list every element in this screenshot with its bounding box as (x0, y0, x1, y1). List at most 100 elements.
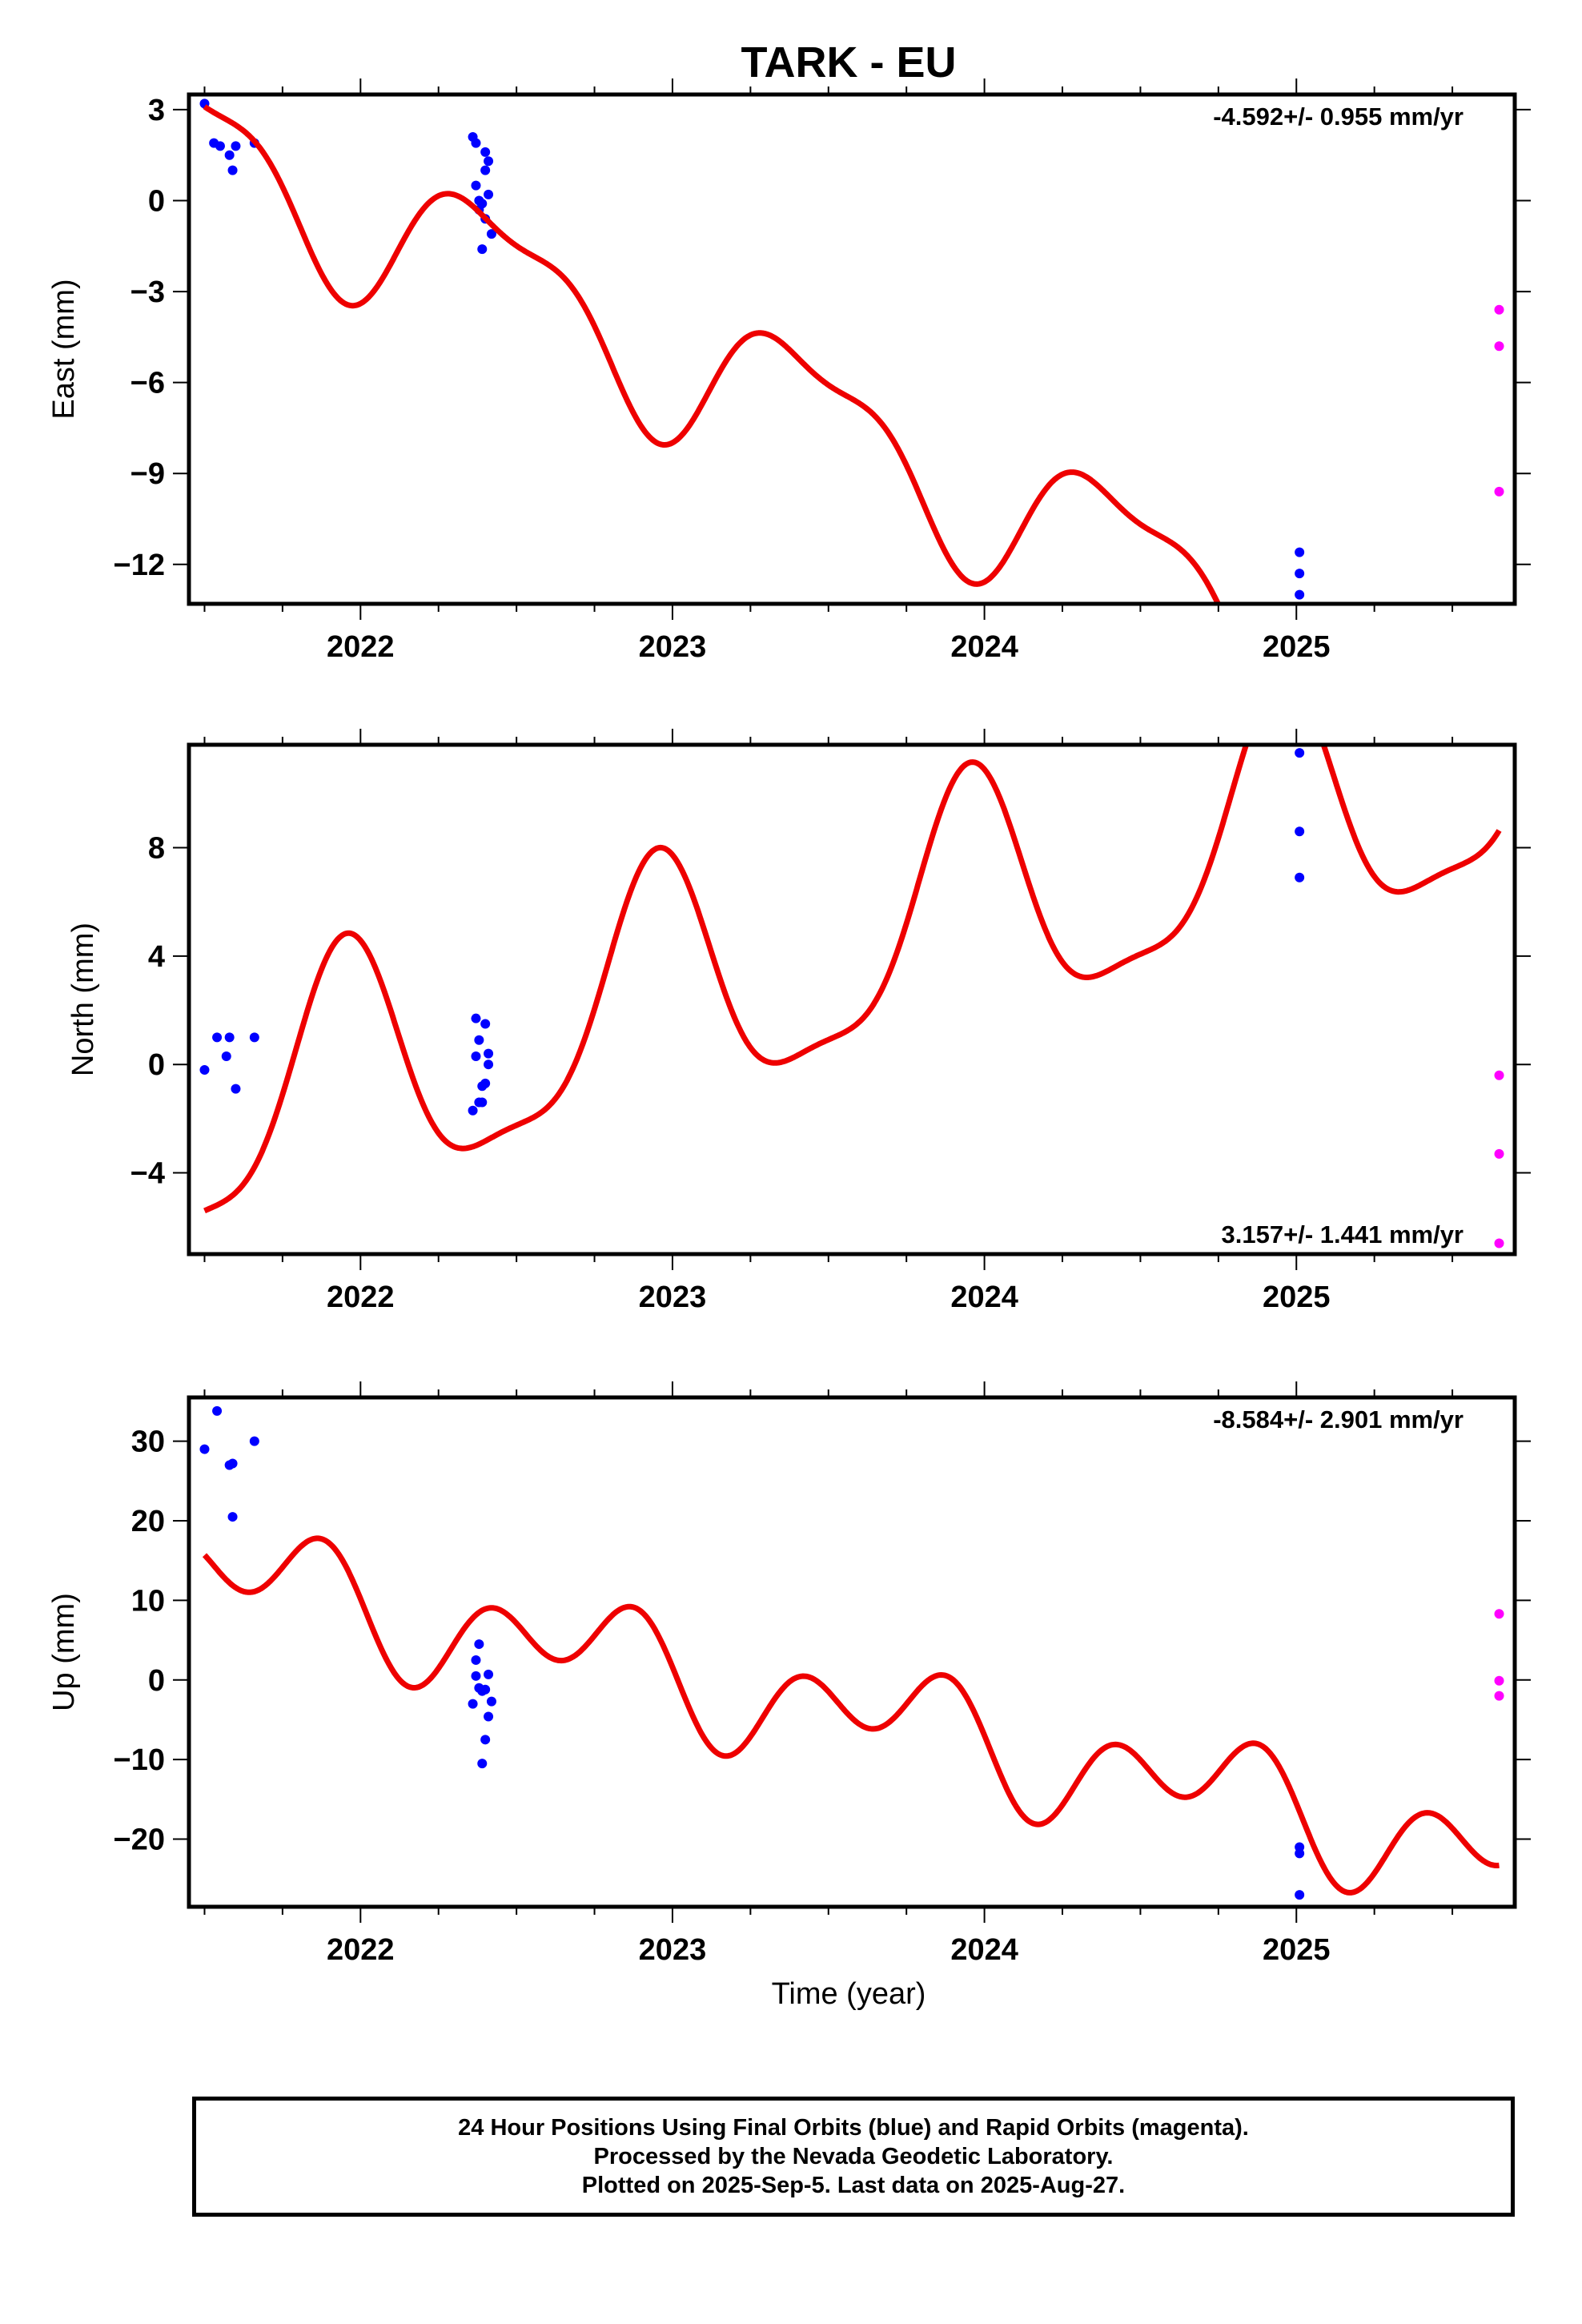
model-curve (203, 104, 1222, 604)
final-orbit-point (471, 180, 481, 191)
final-orbit-point (227, 165, 238, 175)
final-orbit-point (471, 1051, 481, 1062)
final-orbit-point (199, 1064, 210, 1075)
final-orbit-point (212, 1032, 223, 1043)
y-tick-label: 8 (148, 832, 165, 866)
x-tick-label: 2025 (1263, 1281, 1331, 1314)
final-orbit-point (486, 229, 496, 239)
y-tick-label: −9 (130, 457, 165, 491)
final-orbit-point (486, 1696, 496, 1707)
final-orbit-point (215, 141, 225, 151)
final-orbit-point (474, 1639, 484, 1650)
y-tick-label: 0 (148, 1664, 165, 1698)
final-orbit-point (484, 1059, 494, 1070)
final-orbit-point (221, 1051, 231, 1062)
final-orbit-point (471, 1671, 481, 1681)
plot-content (199, 1405, 1504, 1900)
plot-area (189, 94, 1515, 604)
y-tick-label: 20 (131, 1505, 165, 1538)
final-orbit-point (480, 1019, 491, 1029)
final-orbit-point (227, 1458, 238, 1469)
final-orbit-point (480, 1684, 491, 1695)
y-tick-label: −3 (130, 275, 165, 309)
rapid-orbit-point (1494, 1070, 1504, 1080)
velocity-annotation: -4.592+/- 0.955 mm/yr (1213, 103, 1464, 131)
final-orbit-point (484, 156, 494, 167)
plot-content (199, 99, 1504, 604)
final-orbit-point (249, 1032, 259, 1043)
plot-frame (187, 1395, 1517, 1909)
x-tick-label: 2025 (1263, 1933, 1331, 1967)
rapid-orbit-point (1494, 341, 1504, 352)
rapid-orbit-point (1494, 486, 1504, 497)
rapid-orbit-point (1494, 1238, 1504, 1248)
x-tick-label: 2023 (639, 1933, 707, 1967)
y-tick-label: 30 (131, 1425, 165, 1459)
final-orbit-point (471, 1655, 481, 1665)
velocity-annotation: 3.157+/- 1.441 mm/yr (1222, 1220, 1464, 1248)
rapid-orbit-point (1494, 304, 1504, 315)
y-tick-label: 4 (148, 940, 165, 974)
y-tick-label: 3 (148, 94, 165, 127)
plot-area (189, 1397, 1515, 1907)
final-orbit-point (231, 141, 241, 151)
final-orbit-point (474, 1035, 484, 1045)
final-orbit-point (1295, 1890, 1305, 1900)
x-tick-label: 2024 (950, 1933, 1018, 1967)
final-orbit-point (468, 1105, 478, 1116)
final-orbit-point (480, 147, 491, 157)
rapid-orbit-point (1494, 1675, 1504, 1686)
final-orbit-point (199, 1444, 210, 1454)
final-orbit-point (231, 1084, 241, 1094)
x-tick-label: 2023 (639, 1281, 707, 1314)
final-orbit-point (227, 1512, 238, 1522)
x-tick-label: 2023 (639, 630, 707, 664)
final-orbit-point (477, 1759, 488, 1769)
final-orbit-point (1295, 547, 1305, 557)
final-orbit-point (480, 1735, 491, 1745)
chart-title: TARK - EU (741, 38, 957, 86)
final-orbit-point (484, 189, 494, 199)
y-tick-label: 10 (131, 1584, 165, 1618)
x-tick-label: 2022 (327, 630, 395, 664)
model-curve (202, 1535, 1501, 1896)
final-orbit-point (224, 150, 235, 160)
y-tick-label: −6 (130, 367, 165, 400)
y-axis-label: East (mm) (47, 279, 81, 419)
final-orbit-point (224, 1032, 235, 1043)
x-tick-label: 2025 (1263, 630, 1331, 664)
final-orbit-point (1295, 826, 1305, 837)
model-curve (203, 745, 1502, 1214)
plot-frame (187, 92, 1517, 606)
plot-frame (187, 742, 1517, 1256)
final-orbit-point (212, 1405, 223, 1416)
x-tick-label: 2022 (327, 1933, 395, 1967)
x-tick-label: 2024 (950, 1281, 1018, 1314)
y-tick-label: −20 (114, 1823, 165, 1857)
final-orbit-point (480, 165, 491, 175)
final-orbit-point (471, 138, 481, 148)
final-orbit-point (1295, 872, 1305, 883)
y-axis-label: North (mm) (66, 923, 100, 1076)
y-tick-label: −4 (130, 1157, 165, 1191)
final-orbit-point (468, 1699, 478, 1709)
plot-area (189, 745, 1515, 1254)
final-orbit-point (477, 199, 488, 209)
y-tick-label: −10 (114, 1743, 165, 1777)
final-orbit-point (484, 1048, 494, 1059)
x-tick-label: 2024 (950, 630, 1018, 664)
final-orbit-point (1295, 589, 1305, 600)
x-axis-label: Time (year) (772, 1977, 926, 2011)
final-orbit-point (1295, 1848, 1305, 1859)
east-panel: 2022 2023 2024 2025 3 0 −3 −6 −9 −12 East (mm) -4.5… (47, 78, 1531, 664)
footer-line-3: Plotted on 2025-Sep-5. Last data on 2025… (581, 2173, 1126, 2198)
final-orbit-point (484, 1669, 494, 1679)
final-orbit-point (484, 1711, 494, 1722)
final-orbit-point (471, 1013, 481, 1023)
rapid-orbit-point (1494, 1609, 1504, 1619)
rapid-orbit-point (1494, 1148, 1504, 1159)
final-orbit-point (1295, 569, 1305, 579)
x-tick-label: 2022 (327, 1281, 395, 1314)
y-axis-label: Up (mm) (47, 1593, 81, 1711)
